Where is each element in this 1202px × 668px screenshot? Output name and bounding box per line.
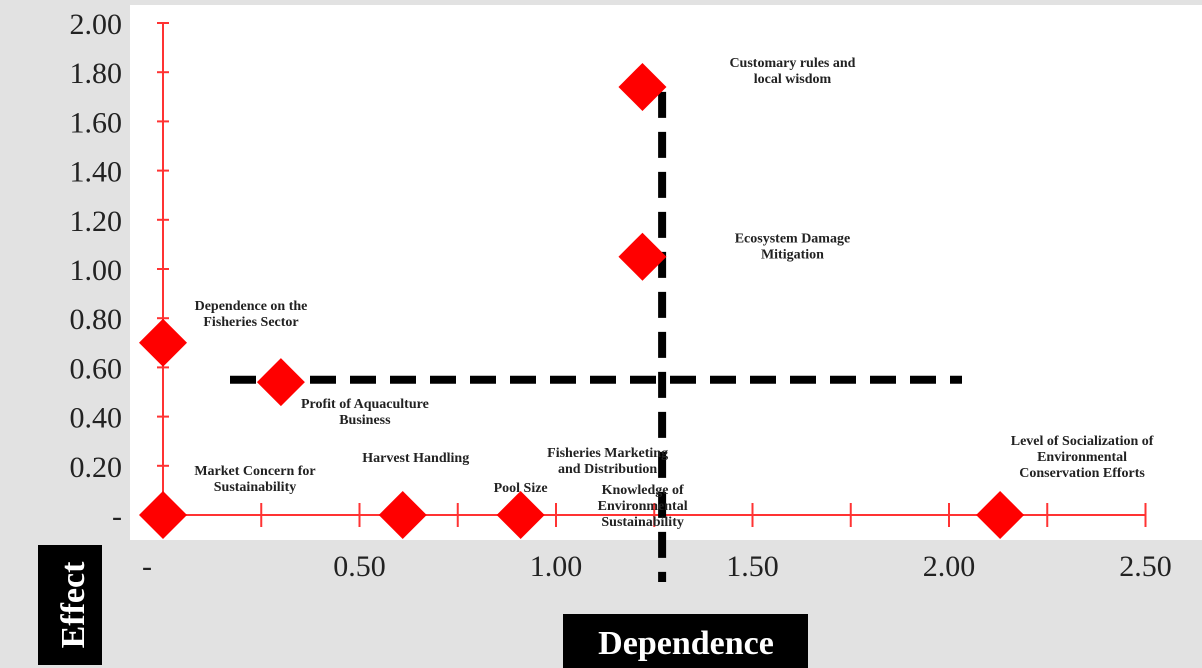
data-point-label: Knowledge of Environmental Sustainability [598, 483, 688, 530]
y-axis-title: Effect [55, 561, 92, 649]
y-tick-label: 1.00 [70, 254, 123, 287]
data-point-label: Fisheries Marketing and Distribution [547, 446, 668, 477]
y-tick-label: 1.60 [70, 106, 123, 139]
y-tick-label: - [112, 500, 122, 533]
data-point-label-line: Ecosystem Damage [735, 232, 850, 247]
data-point-marker [496, 491, 545, 539]
data-point-label-line: Knowledge of [602, 483, 684, 498]
y-tick-label: 0.80 [70, 303, 123, 336]
data-point-marker [139, 491, 187, 539]
data-point-label: Ecosystem Damage Mitigation [735, 232, 850, 263]
y-tick-label: 1.20 [70, 205, 123, 238]
y-tick-label: 2.00 [70, 8, 123, 41]
data-point-label: Customary rules and local wisdom [729, 56, 855, 87]
data-point-label-line: Environmental [598, 499, 688, 514]
data-point-marker [618, 232, 667, 281]
data-point-marker [976, 491, 1025, 539]
y-tick-label: 1.80 [70, 57, 123, 90]
data-point-label-line: Customary rules and [729, 56, 855, 71]
y-axis-title-box: Effect [38, 545, 102, 665]
data-point-label-line: Pool Size [494, 481, 548, 496]
y-tick-label: 0.40 [70, 402, 123, 435]
data-point-label-line: local wisdom [754, 72, 832, 87]
x-axis-title: Dependence [598, 625, 774, 662]
x-tick-label: 2.50 [1119, 550, 1172, 583]
y-tick-label: 0.60 [70, 352, 123, 385]
data-point-label-line: Market Concern for [194, 464, 315, 479]
x-tick-label: 0.50 [333, 550, 386, 583]
y-tick-label: 1.40 [70, 156, 123, 189]
x-tick-label: 1.50 [726, 550, 779, 583]
data-point-label-line: and Distribution [558, 462, 657, 477]
data-point-label-line: Profit of Aquaculture [301, 397, 429, 412]
data-point-marker [256, 358, 305, 407]
x-axis-title-box: Dependence [563, 614, 808, 668]
data-point-label-line: Fisheries Marketing [547, 446, 668, 461]
data-point-label: Level of Socialization of Environmental Co… [1011, 434, 1154, 481]
x-tick-label: 2.00 [923, 550, 976, 583]
data-point-label: Pool Size [494, 481, 548, 496]
data-point-label-line: Conservation Efforts [1019, 466, 1145, 481]
data-point-label-line: Fisheries Sector [203, 315, 298, 330]
data-point-marker [378, 491, 427, 539]
data-point-label-line: Sustainability [601, 515, 683, 530]
data-point-label-line: Level of Socialization of [1011, 434, 1154, 449]
data-point-label-line: Dependence on the [195, 299, 308, 314]
data-point-label: Market Concern for Sustainability [194, 464, 315, 495]
data-point-label: Dependence on the Fisheries Sector [195, 299, 308, 330]
data-point-label-line: Business [339, 413, 391, 428]
data-point-label: Harvest Handling [362, 451, 469, 466]
data-point-marker [139, 318, 187, 367]
x-tick-label: - [142, 550, 152, 583]
x-tick-label: 1.00 [530, 550, 583, 583]
data-point-label-line: Harvest Handling [362, 451, 469, 466]
data-point-label-line: Environmental [1037, 450, 1127, 465]
y-tick-label: 0.20 [70, 451, 123, 484]
data-point-label-line: Mitigation [761, 248, 824, 263]
data-point-label-line: Sustainability [214, 480, 296, 495]
data-point-marker [618, 62, 667, 111]
data-point-label: Profit of Aquaculture Business [301, 397, 429, 428]
